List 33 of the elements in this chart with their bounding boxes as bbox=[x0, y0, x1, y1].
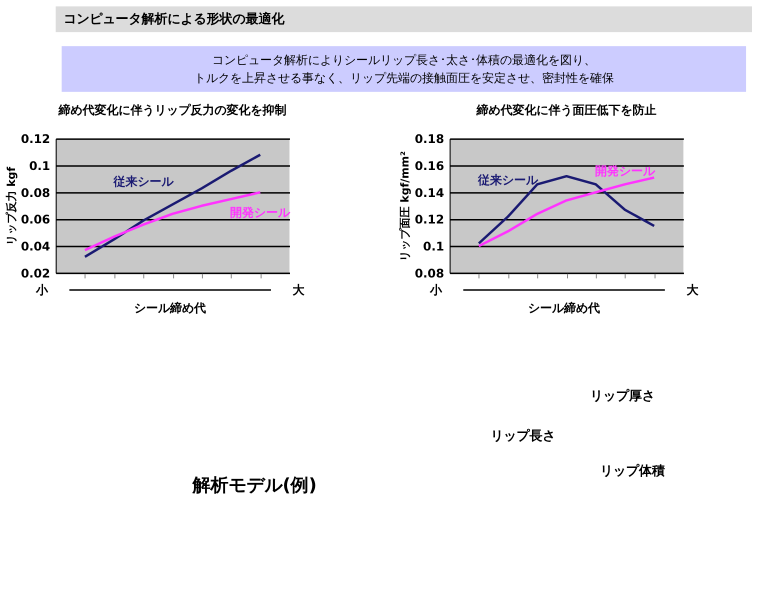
y-tick-label: 0.1 bbox=[29, 158, 50, 173]
text: 大 bbox=[292, 283, 306, 297]
text: リップ厚さ bbox=[590, 388, 656, 404]
y-tick-label: 0.12 bbox=[20, 132, 50, 146]
y-tick-label: 0.06 bbox=[20, 212, 50, 227]
y-tick-label: 0.08 bbox=[20, 186, 50, 200]
text: リップ体積 bbox=[600, 462, 666, 479]
series-label: 開発シール bbox=[594, 164, 656, 178]
x-axis-title: シール締め代 bbox=[134, 300, 206, 315]
y-tick-label: 0.14 bbox=[414, 186, 444, 200]
text: コンピュータ解析によりシールリップ長さ･太さ･体積の最適化を図り、 bbox=[212, 53, 596, 68]
text: 解析モデル(例) bbox=[191, 474, 317, 496]
x-axis-title: シール締め代 bbox=[528, 300, 600, 315]
series-label: 従来シール bbox=[477, 173, 540, 188]
y-axis-title: リップ反力 kgf bbox=[4, 166, 18, 246]
y-tick-label: 0.1 bbox=[423, 240, 444, 254]
chart-title: 締め代変化に伴う面圧低下を防止 bbox=[476, 102, 657, 117]
text: リップ長さ bbox=[490, 428, 556, 444]
text: トルクを上昇させる事なく、リップ先端の接触面圧を安定させ、密封性を確保 bbox=[194, 70, 614, 85]
chart-title: 締め代変化に伴うリップ反力の変化を抑制 bbox=[58, 102, 287, 117]
text: 小 bbox=[34, 283, 49, 297]
y-tick-label: 0.08 bbox=[414, 266, 444, 280]
y-tick-label: 0.12 bbox=[414, 212, 444, 227]
series-label: 従来シール bbox=[112, 174, 174, 189]
y-tick-label: 0.18 bbox=[414, 132, 444, 146]
text: 小 bbox=[428, 283, 443, 297]
y-tick-label: 0.04 bbox=[20, 240, 50, 254]
y-tick-label: 0.16 bbox=[414, 158, 444, 173]
text: コンピュータ解析による形状の最適化 bbox=[64, 11, 286, 28]
y-tick-label: 0.02 bbox=[20, 266, 50, 280]
series-label: 開発シール bbox=[230, 205, 292, 220]
y-axis-title: リップ面圧 kgf/mm² bbox=[398, 150, 412, 262]
text: 大 bbox=[686, 283, 700, 297]
